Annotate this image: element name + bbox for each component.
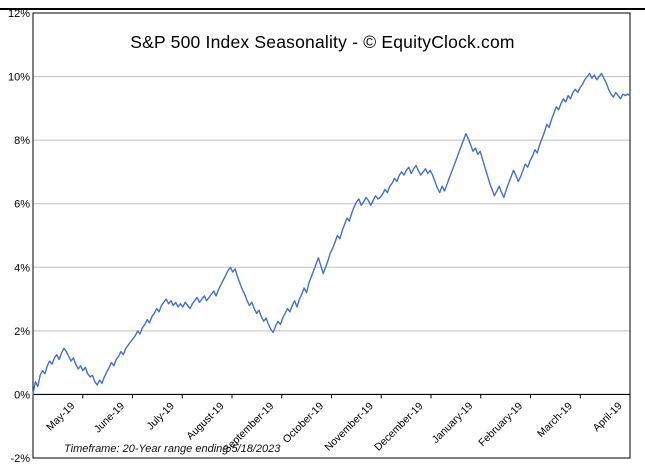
top-border-line xyxy=(0,8,645,10)
series-line xyxy=(32,72,631,396)
x-axis-label: November-19 xyxy=(322,400,376,454)
x-axis-label: July-19 xyxy=(144,400,177,433)
y-axis-label: 4% xyxy=(14,262,30,274)
y-axis-label: -2% xyxy=(10,453,30,465)
x-axis-label: June-19 xyxy=(92,400,127,435)
plot-border xyxy=(32,12,631,459)
y-axis-label: 8% xyxy=(14,135,30,147)
timeframe-note: Timeframe: 20-Year range ending 5/18/202… xyxy=(64,443,281,455)
x-axis-label: October-19 xyxy=(281,400,327,446)
x-axis-label: March-19 xyxy=(535,400,575,440)
x-axis-label: August-19 xyxy=(184,400,226,442)
x-axis-label: May-19 xyxy=(44,400,77,433)
x-axis-label: January-19 xyxy=(430,400,476,446)
y-axis-label: 10% xyxy=(8,72,30,84)
chart-title: S&P 500 Index Seasonality - © EquityCloc… xyxy=(130,32,515,52)
x-axis-label: April-19 xyxy=(591,400,625,434)
y-axis-label: 0% xyxy=(14,389,30,401)
x-axis-label: December-19 xyxy=(372,400,426,454)
y-axis-label: 6% xyxy=(14,199,30,211)
y-axis-label: 12% xyxy=(8,8,30,20)
x-axis-label: February-19 xyxy=(476,400,525,449)
y-axis-label: 2% xyxy=(14,326,30,338)
